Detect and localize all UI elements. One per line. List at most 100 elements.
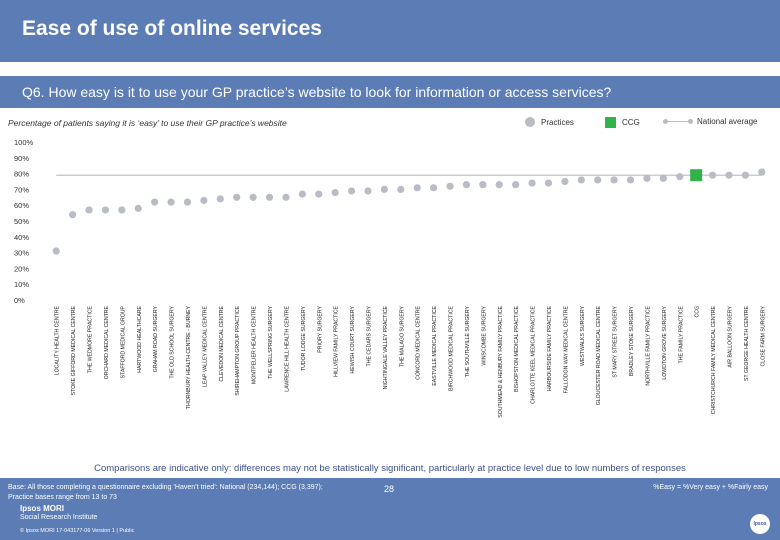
practice-point	[347, 187, 356, 195]
practice-point	[643, 174, 651, 182]
y-tick-label: 40%	[14, 233, 29, 242]
ccg-point	[690, 169, 703, 182]
practice-point	[331, 188, 339, 197]
practice-point	[200, 196, 208, 205]
legend-practices-label: Practices	[541, 117, 574, 127]
base-line-1: Base: All those completing a questionnai…	[8, 484, 323, 491]
y-tick-label: 100%	[14, 138, 34, 147]
practice-point	[282, 193, 290, 201]
practice-point	[512, 181, 520, 189]
x-tick-label: SHIREHAMPTON GROUP PRACTICE	[235, 305, 241, 395]
page-number: 28	[384, 484, 395, 494]
x-tick-label: LAWRENCE HILL HEALTH CENTRE	[284, 305, 290, 391]
x-tick-label: GLOUCESTER ROAD MEDICAL CENTRE	[596, 305, 602, 405]
legend-ccg: CCG	[605, 117, 640, 128]
disclaimer-note: Comparisons are indicative only: differe…	[94, 463, 686, 474]
x-tick-label: MONTPELIER HEALTH CENTRE	[252, 305, 258, 384]
x-tick-label: AIR BALLOON SURGERY	[727, 305, 733, 367]
legend-ccg-label: CCG	[622, 118, 640, 127]
practice-point	[315, 190, 323, 198]
legend-practices: Practices	[525, 117, 574, 127]
x-tick-label: STOKE GIFFORD MEDICAL CENTRE	[71, 305, 77, 395]
x-tick-label: HEWISH COURT SURGERY	[350, 305, 356, 373]
x-tick-label: TUDOR LODGE SURGERY	[301, 305, 307, 371]
practice-point	[610, 176, 618, 184]
x-tick-label: CLOSE FARM SURGERY	[760, 305, 766, 366]
x-tick-label: CHARLOTTE KEEL MEDICAL PRACTICE	[531, 305, 537, 403]
x-tick-label: THE FAMILY PRACTICE	[678, 305, 684, 363]
y-tick-label: 70%	[14, 185, 29, 194]
x-tick-label: HARTWOOD HEALTHCARE	[137, 305, 143, 372]
x-tick-label: HARBOURSIDE FAMILY PRACTICE	[547, 305, 553, 391]
y-tick-label: 0%	[14, 296, 25, 305]
practice-point	[85, 206, 93, 214]
practice-point	[69, 211, 77, 219]
ipsos-mori-logo: Ipsos MORI	[20, 504, 65, 513]
practice-point	[380, 185, 388, 193]
practice-point	[249, 193, 257, 201]
page-title: Ease of use of online services	[22, 17, 322, 40]
y-tick-label: 10%	[14, 280, 29, 289]
x-tick-label: ST GEORGE HEALTH CENTRE	[744, 305, 750, 381]
y-tick-label: 80%	[14, 170, 29, 179]
practice-point	[495, 181, 503, 189]
practice-point	[741, 171, 749, 179]
y-tick-label: 60%	[14, 201, 29, 210]
legend-national-label: National average	[697, 117, 758, 126]
x-tick-label: HILLVIEW FAMILY PRACTICE	[334, 305, 340, 376]
x-tick-label: THE MALAGO SURGERY	[399, 305, 405, 367]
x-tick-label: BIRCHWOOD MEDICAL PRACTICE	[449, 305, 455, 390]
x-tick-label: STAFFORD MEDICAL GROUP	[120, 305, 126, 378]
practice-point	[216, 195, 224, 203]
header-bar: Ease of use of online services	[0, 0, 780, 62]
x-tick-label: THE OLD SCHOOL SURGERY	[170, 305, 176, 378]
x-tick-label: WESTWALKS SURGERY	[580, 305, 586, 365]
practice-point	[233, 193, 241, 201]
x-tick-label: CHRISTCHURCH FAMILY MEDICAL CENTRE	[711, 305, 717, 414]
x-tick-label: THE WEDMORE PRACTICE	[88, 305, 94, 373]
x-tick-label: THE CEDARS SURGERY	[366, 305, 372, 366]
practice-point	[430, 184, 438, 192]
x-tick-label: NORTHVILLE FAMILY PRACTICE	[645, 305, 651, 385]
practice-point	[183, 198, 192, 206]
x-tick-label: CONCORD MEDICAL CENTRE	[416, 305, 422, 379]
chart-area: 0% 10% 20% 30% 40% 50% 60% 70% 80% 90% 100% LOCALIT…	[14, 138, 766, 418]
practice-point	[151, 198, 159, 206]
practice-point	[528, 179, 536, 187]
practice-point	[298, 190, 306, 198]
easy-definition: %Easy = %Very easy + %Fairly easy	[653, 484, 768, 491]
practice-dot-icon	[525, 117, 535, 127]
practice-point	[708, 171, 717, 179]
x-tick-label: PRIORY SURGERY	[317, 305, 323, 352]
copyright-text: © Ipsos MORI 17-043177-06 Version 1 | Pu…	[20, 528, 135, 534]
practice-point	[676, 173, 684, 181]
ccg-square-icon	[605, 117, 616, 128]
practice-point	[462, 181, 471, 189]
x-tick-label: SOUTHMEAD & HENBURY FAMILY PRACTICE	[498, 305, 504, 417]
x-tick-label: THE WELLSPRING SURGERY	[268, 305, 274, 378]
x-tick-label: NIGHTINGALE VALLEY PRACTICE	[383, 305, 389, 389]
practice-point	[758, 168, 766, 176]
x-tick-label: LOCALITY HEALTH CENTRE	[55, 305, 61, 375]
practice-point	[479, 181, 487, 189]
y-tick-label: 20%	[14, 264, 29, 273]
base-note: Base: All those completing a questionnai…	[8, 483, 323, 503]
practice-point	[167, 198, 175, 206]
x-tick-label: THORNBURY HEALTH CENTRE - BURNEY	[186, 305, 192, 409]
practice-point	[52, 247, 60, 255]
practice-point	[265, 193, 274, 201]
x-tick-label: BRADLEY STOKE SURGERY	[629, 305, 635, 376]
practice-point	[544, 179, 553, 187]
practice-point	[397, 185, 405, 193]
base-line-2: Practice bases range from 13 to 73	[8, 494, 117, 501]
x-tick-label: THE SOUTHVILLE SURGERY	[465, 305, 471, 377]
legend-national: National average	[663, 117, 757, 126]
practice-point	[413, 184, 421, 192]
practice-point	[594, 176, 602, 184]
x-tick-label: LEAP VALLEY MEDICAL CENTRE	[202, 305, 208, 386]
y-tick-label: 90%	[14, 154, 29, 163]
y-tick-label: 30%	[14, 249, 29, 258]
ipsos-badge-icon: Ipsos	[750, 514, 770, 534]
x-tick-label: BISHOPSTON MEDICAL PRACTICE	[514, 305, 520, 391]
x-tick-label: GRAHAM ROAD SURGERY	[153, 305, 159, 372]
